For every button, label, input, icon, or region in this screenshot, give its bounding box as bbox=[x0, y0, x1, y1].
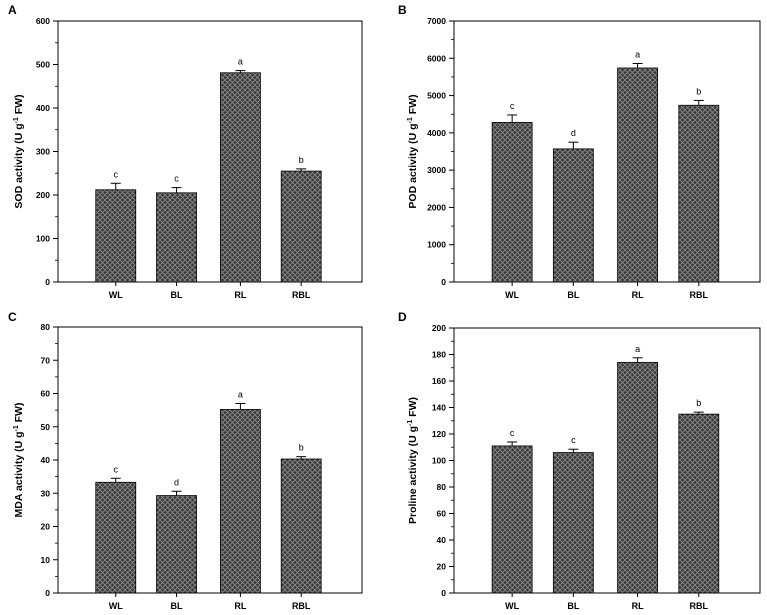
y-tick-label: 200 bbox=[36, 190, 50, 200]
y-tick-label: 80 bbox=[41, 322, 51, 332]
x-tick-label: WL bbox=[505, 601, 519, 611]
y-tick-label: 0 bbox=[45, 588, 50, 598]
y-tick-label: 80 bbox=[437, 482, 447, 492]
y-tick-label: 0 bbox=[45, 277, 50, 287]
significance-label: b bbox=[696, 86, 701, 96]
y-tick-label: 300 bbox=[36, 147, 50, 157]
bar-wl bbox=[95, 481, 137, 594]
bar-rbl bbox=[280, 170, 322, 283]
y-tick-label: 200 bbox=[432, 323, 446, 333]
bar-wl bbox=[95, 189, 137, 283]
y-tick-label: 20 bbox=[437, 562, 447, 572]
y-tick-label: 180 bbox=[432, 350, 446, 360]
y-tick-label: 100 bbox=[432, 456, 446, 466]
significance-label: b bbox=[299, 443, 304, 453]
significance-label: c bbox=[510, 428, 515, 438]
y-tick-label: 160 bbox=[432, 376, 446, 386]
bar-rbl bbox=[678, 104, 720, 283]
y-tick-label: 40 bbox=[41, 455, 51, 465]
panel-letter: C bbox=[8, 310, 17, 324]
y-tick-label: 60 bbox=[41, 389, 51, 399]
x-tick-label: RBL bbox=[292, 290, 311, 300]
y-tick-label: 4000 bbox=[427, 128, 446, 138]
y-tick-label: 600 bbox=[36, 16, 50, 26]
y-tick-label: 2000 bbox=[427, 202, 446, 212]
x-tick-label: BL bbox=[171, 290, 183, 300]
y-tick-label: 20 bbox=[41, 522, 51, 532]
bar-bl bbox=[552, 452, 594, 594]
panel-letter: D bbox=[398, 310, 407, 324]
x-tick-label: RBL bbox=[690, 290, 709, 300]
y-axis-title: POD activity (U g-1 FW) bbox=[407, 94, 419, 208]
y-tick-label: 5000 bbox=[427, 91, 446, 101]
panel-letter: B bbox=[398, 3, 407, 17]
bar-bl bbox=[156, 192, 197, 283]
y-tick-label: 500 bbox=[36, 60, 50, 70]
y-tick-label: 30 bbox=[41, 488, 51, 498]
significance-label: c bbox=[174, 174, 179, 184]
significance-label: a bbox=[238, 389, 243, 399]
significance-label: d bbox=[174, 477, 179, 487]
bar-bl bbox=[552, 148, 594, 283]
x-tick-label: RL bbox=[234, 601, 246, 611]
panel-letter: A bbox=[8, 3, 17, 17]
y-tick-label: 120 bbox=[432, 429, 446, 439]
y-tick-label: 7000 bbox=[427, 16, 446, 26]
y-axis-title: SOD activity (U g-1 FW) bbox=[13, 94, 25, 208]
bar-wl bbox=[491, 122, 533, 283]
panel-a: A 0 100 200 300 400 500 600 SOD activity (U g-1 … bbox=[8, 3, 363, 300]
x-tick-label: RL bbox=[632, 601, 644, 611]
y-tick-label: 3000 bbox=[427, 165, 446, 175]
y-tick-label: 60 bbox=[437, 509, 447, 519]
significance-label: c bbox=[571, 435, 576, 445]
x-tick-label: WL bbox=[109, 601, 123, 611]
y-tick-label: 10 bbox=[41, 555, 51, 565]
bar-rl bbox=[617, 67, 658, 283]
panel-c: C 0 10 20 30 40 50 60 70 80 MDA activity (U g-1 FW… bbox=[8, 310, 363, 611]
significance-label: c bbox=[510, 101, 515, 111]
y-tick-label: 140 bbox=[432, 403, 446, 413]
y-tick-label: 0 bbox=[441, 588, 446, 598]
significance-label: c bbox=[114, 464, 119, 474]
y-axis-title: Proline activity (U g-1 FW) bbox=[407, 397, 419, 524]
y-tick-label: 1000 bbox=[427, 240, 446, 250]
y-tick-label: 50 bbox=[41, 422, 51, 432]
significance-label: c bbox=[114, 169, 119, 179]
y-axis-title: MDA activity (U g-1 FW) bbox=[13, 403, 25, 518]
bar-rl bbox=[617, 362, 658, 594]
significance-label: d bbox=[571, 128, 576, 138]
bar-rl bbox=[219, 409, 261, 594]
x-tick-label: BL bbox=[567, 601, 579, 611]
bar-rbl bbox=[280, 458, 322, 594]
x-tick-label: RL bbox=[632, 290, 644, 300]
significance-label: b bbox=[696, 398, 701, 408]
x-tick-label: BL bbox=[567, 290, 579, 300]
bar-rl bbox=[219, 72, 261, 283]
y-tick-label: 70 bbox=[41, 355, 51, 365]
bar-rbl bbox=[678, 413, 720, 594]
x-tick-label: BL bbox=[171, 601, 183, 611]
x-tick-label: RL bbox=[234, 290, 246, 300]
y-tick-label: 0 bbox=[441, 277, 446, 287]
x-tick-label: WL bbox=[505, 290, 519, 300]
y-tick-label: 100 bbox=[36, 234, 50, 244]
y-tick-label: 400 bbox=[36, 103, 50, 113]
panel-b: B 0 1000 2000 3000 4000 5000 6000 7000 POD activi… bbox=[398, 3, 761, 300]
significance-label: a bbox=[635, 344, 640, 354]
x-tick-label: RBL bbox=[690, 601, 709, 611]
significance-label: b bbox=[299, 155, 304, 165]
panel-d: D 0 20 40 60 80 100 120 140 160 180 200 Proline acti… bbox=[398, 310, 761, 611]
bar-bl bbox=[156, 495, 197, 594]
significance-label: a bbox=[238, 57, 243, 67]
bar-wl bbox=[491, 445, 533, 594]
x-tick-label: RBL bbox=[292, 601, 311, 611]
x-tick-label: WL bbox=[109, 290, 123, 300]
significance-label: a bbox=[635, 50, 640, 60]
y-tick-label: 6000 bbox=[427, 53, 446, 63]
y-tick-label: 40 bbox=[437, 535, 447, 545]
